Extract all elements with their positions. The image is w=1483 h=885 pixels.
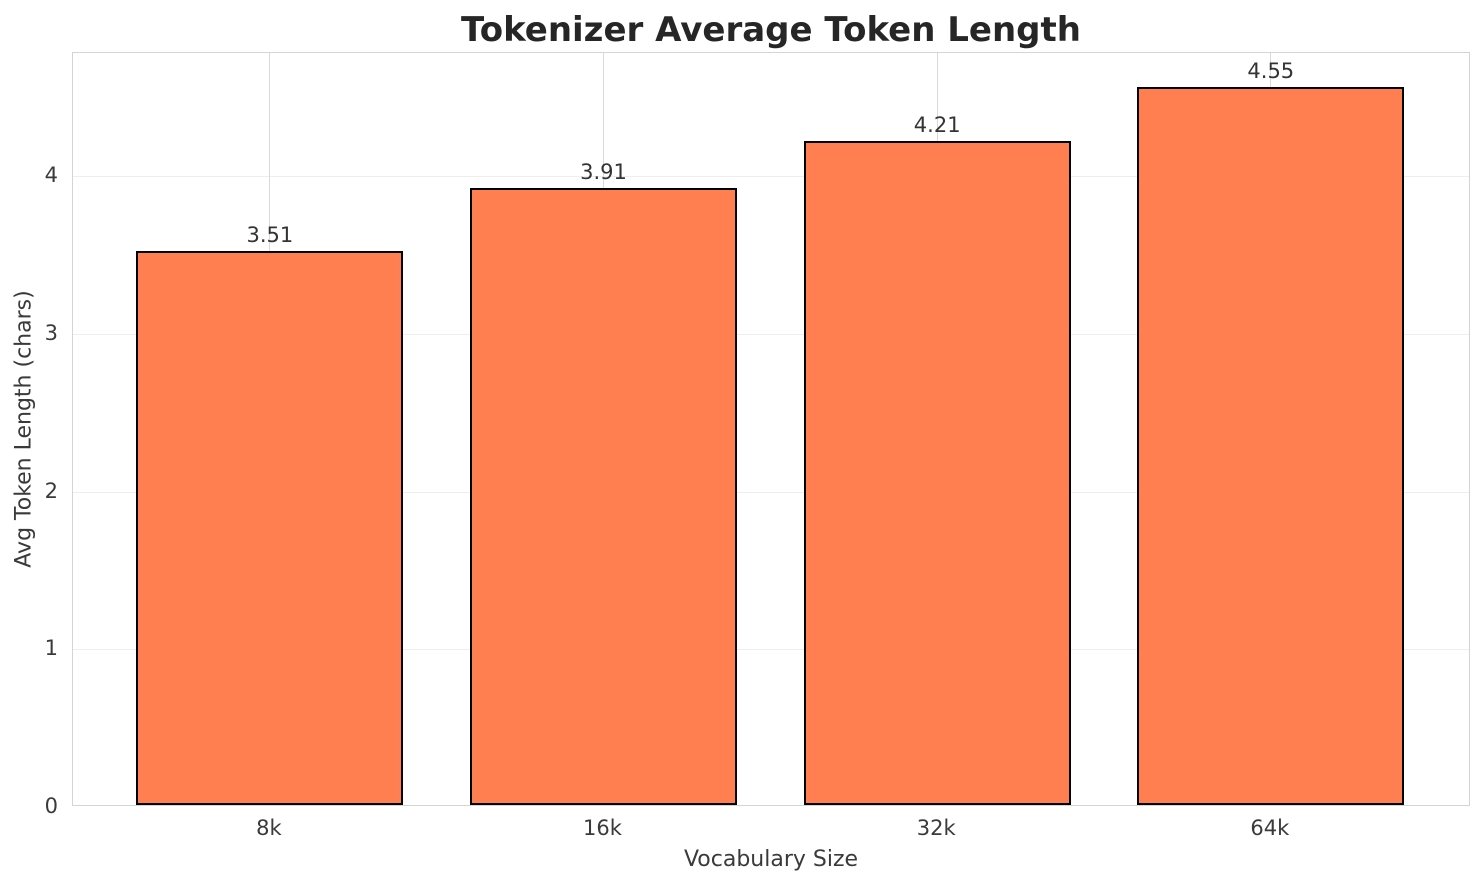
bar-value-label: 3.91 bbox=[580, 160, 627, 185]
bar bbox=[803, 140, 1071, 805]
x-axis-label: Vocabulary Size bbox=[683, 847, 859, 872]
chart-title: Tokenizer Average Token Length bbox=[461, 10, 1081, 50]
x-tick-label: 32k bbox=[916, 816, 956, 840]
y-tick-label: 3 bbox=[44, 320, 58, 345]
plot-area: 3.51 3.91 4.21 4.55 bbox=[72, 52, 1470, 806]
y-tick-label: 0 bbox=[44, 794, 58, 818]
y-tick-label: 4 bbox=[44, 163, 58, 187]
horizontal-gridline bbox=[73, 333, 1469, 335]
bar bbox=[1137, 87, 1405, 805]
horizontal-gridline bbox=[73, 491, 1469, 493]
horizontal-gridline bbox=[73, 176, 1469, 177]
bar-value-label: 3.51 bbox=[246, 223, 294, 248]
bar bbox=[470, 188, 737, 805]
x-tick-label: 8k bbox=[256, 816, 282, 840]
bar-value-label: 4.21 bbox=[913, 112, 961, 137]
x-tick-label: 16k bbox=[583, 816, 622, 840]
x-tick-label: 64k bbox=[1250, 816, 1290, 840]
bar-value-label: 4.55 bbox=[1247, 59, 1295, 84]
y-tick-label: 1 bbox=[44, 636, 58, 661]
bar bbox=[136, 251, 404, 805]
y-tick-label: 2 bbox=[44, 478, 58, 503]
horizontal-gridline bbox=[73, 649, 1469, 651]
